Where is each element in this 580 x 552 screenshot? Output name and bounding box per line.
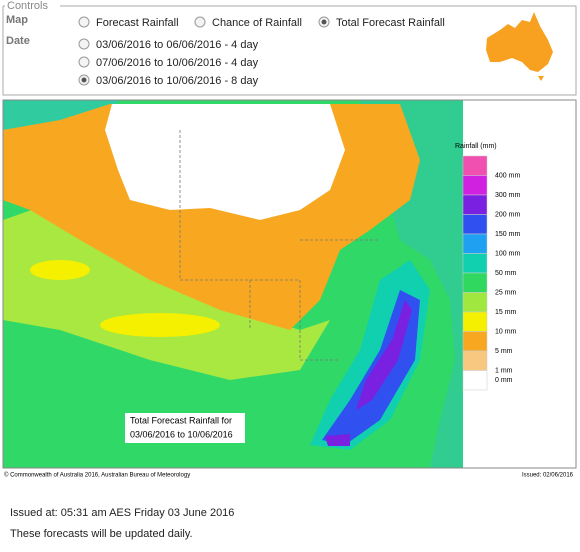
legend-swatch bbox=[462, 155, 488, 176]
radio-label[interactable]: 07/06/2016 to 10/06/2016 - 4 day bbox=[96, 57, 259, 69]
legend-label: 150 mm bbox=[495, 231, 520, 238]
legend-label: 1 mm bbox=[495, 367, 513, 374]
legend-swatch bbox=[462, 311, 488, 332]
legend-swatch bbox=[462, 331, 488, 352]
state-borders bbox=[179, 130, 380, 361]
rain-area bbox=[30, 260, 90, 280]
legend-title: Rainfall (mm) bbox=[455, 143, 497, 150]
rain-area bbox=[356, 300, 412, 410]
legend-swatch bbox=[462, 272, 488, 293]
copyright: © Commonwealth of Australia 2016, Austra… bbox=[4, 472, 190, 479]
rain-area bbox=[100, 313, 220, 337]
radio-label[interactable]: Forecast Rainfall bbox=[96, 17, 179, 29]
issued-stamp: Issued: 02/06/2016 bbox=[522, 473, 574, 479]
rain-area bbox=[325, 434, 350, 446]
radio-button[interactable] bbox=[78, 56, 90, 68]
rain-area bbox=[322, 290, 420, 445]
date-label: Date bbox=[6, 35, 30, 47]
caption-line: Total Forecast Rainfall for bbox=[130, 415, 232, 425]
update-note: These forecasts will be updated daily. bbox=[10, 528, 193, 540]
radio-dot bbox=[81, 77, 87, 83]
legend-label: 15 mm bbox=[495, 309, 517, 316]
legend-label: 400 mm bbox=[495, 172, 520, 179]
radio-button[interactable] bbox=[194, 16, 206, 28]
legend-swatch bbox=[462, 292, 488, 313]
fieldset-legend: Controls bbox=[7, 0, 48, 12]
legend-swatch bbox=[462, 370, 488, 391]
radio-label[interactable]: Chance of Rainfall bbox=[212, 17, 302, 29]
map-label: Map bbox=[6, 14, 28, 26]
rainfall-map: Rainfall (mm) 400 mm 300 mm 200 mm 150 mm 10… bbox=[2, 99, 577, 469]
legend-swatch bbox=[462, 233, 488, 254]
legend-swatch bbox=[462, 350, 488, 371]
legend-label: 0 mm bbox=[495, 377, 513, 384]
radio-dot bbox=[321, 19, 327, 25]
radio-label[interactable]: 03/06/2016 to 10/06/2016 - 8 day bbox=[96, 75, 259, 87]
legend-label: 300 mm bbox=[495, 192, 520, 199]
radio-group: Forecast Rainfall Chance of Rainfall Total… bbox=[78, 16, 445, 87]
legend-swatch bbox=[462, 194, 488, 215]
australia-icon bbox=[486, 12, 553, 81]
map-frame bbox=[2, 99, 577, 469]
legend-label: 5 mm bbox=[495, 348, 513, 355]
radio-label[interactable]: 03/06/2016 to 06/06/2016 - 4 day bbox=[96, 39, 259, 51]
fieldset-border bbox=[2, 5, 577, 96]
legend-label: 50 mm bbox=[495, 270, 517, 277]
legend-label: 25 mm bbox=[495, 289, 517, 296]
legend-label: 10 mm bbox=[495, 328, 517, 335]
issued-at: Issued at: 05:31 am AES Friday 03 June 2… bbox=[10, 507, 234, 519]
radio-label[interactable]: Total Forecast Rainfall bbox=[336, 17, 445, 29]
sea-area bbox=[360, 100, 463, 468]
radio-button[interactable] bbox=[78, 16, 90, 28]
legend-swatch bbox=[462, 214, 488, 235]
legend-swatch bbox=[462, 175, 488, 196]
caption-box bbox=[125, 413, 245, 443]
radio-button[interactable] bbox=[78, 38, 90, 50]
legend: 400 mm 300 mm 200 mm 150 mm 100 mm 50 mm 25 mm… bbox=[462, 155, 520, 391]
dry-area bbox=[105, 104, 345, 220]
rain-area bbox=[3, 200, 330, 380]
legend-label: 200 mm bbox=[495, 211, 520, 218]
legend-swatch bbox=[462, 253, 488, 274]
caption-line: 03/06/2016 to 10/06/2016 bbox=[130, 429, 233, 439]
legend-label: 100 mm bbox=[495, 250, 520, 257]
